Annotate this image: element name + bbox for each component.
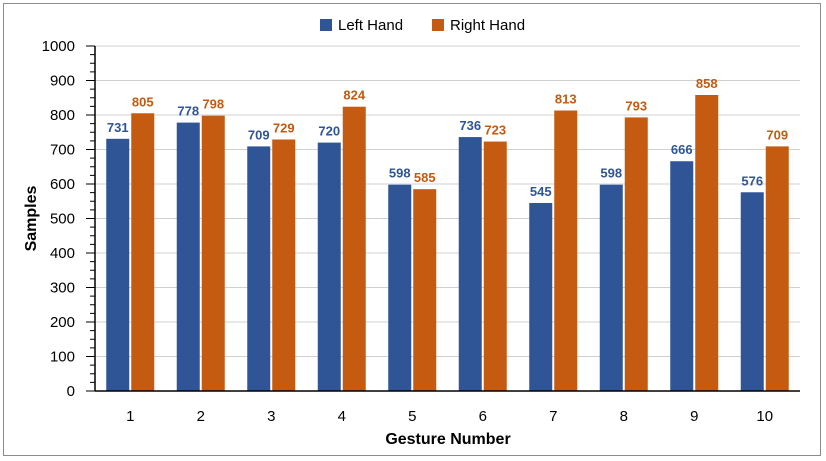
data-label: 576: [741, 173, 763, 188]
data-label: 709: [766, 127, 788, 142]
y-tick-label: 1000: [42, 38, 75, 55]
legend-label: Right Hand: [450, 17, 525, 34]
data-label: 731: [107, 120, 129, 135]
x-tick-label: 6: [479, 408, 487, 425]
data-label: 598: [389, 166, 411, 181]
x-axis-title: Gesture Number: [385, 431, 510, 448]
y-tick-label: 400: [50, 245, 75, 262]
legend-swatch: [432, 19, 444, 31]
bar-left-hand: [670, 161, 694, 391]
y-tick-label: 100: [50, 349, 75, 366]
y-tick-label: 200: [50, 314, 75, 331]
data-label: 813: [555, 92, 577, 107]
data-label: 545: [530, 184, 552, 199]
x-tick-label: 1: [126, 408, 134, 425]
bar-right-hand: [272, 139, 296, 391]
bar-right-hand: [624, 117, 648, 391]
bar-right-hand: [765, 146, 789, 391]
data-label: 729: [273, 120, 295, 135]
bar-left-hand: [740, 192, 764, 391]
data-label: 709: [248, 127, 270, 142]
y-tick-label: 600: [50, 176, 75, 193]
y-tick-label: 700: [50, 142, 75, 159]
x-tick-label: 8: [620, 408, 628, 425]
gridlines: [95, 45, 800, 357]
legend: Left Hand Right Hand: [320, 17, 525, 34]
bar-right-hand: [342, 106, 366, 391]
data-label: 824: [343, 88, 365, 103]
data-label: 778: [177, 104, 199, 119]
bar-left-hand: [106, 138, 130, 391]
y-tick-label: 900: [50, 73, 75, 90]
data-label: 798: [202, 97, 224, 112]
axes: 0 100 200 300 400 500 600 700 800 900 1000 1 2 3 4 5 6 7 8…: [42, 38, 800, 425]
x-tick-label: 7: [549, 408, 557, 425]
data-label: 585: [414, 170, 436, 185]
y-axis-title: Samples: [23, 185, 40, 251]
y-tick-label: 300: [50, 280, 75, 297]
x-tick-label: 9: [690, 408, 698, 425]
bar-left-hand: [176, 122, 200, 391]
x-tick-label: 2: [197, 408, 205, 425]
x-tick-label: 3: [267, 408, 275, 425]
bar-right-hand: [554, 110, 578, 391]
bar-left-hand: [529, 202, 553, 391]
data-label: 598: [600, 166, 622, 181]
x-tick-label: 10: [756, 408, 773, 425]
data-label: 666: [671, 142, 693, 157]
data-label: 736: [459, 118, 481, 133]
bar-left-hand: [247, 146, 271, 391]
bar-left-hand: [458, 137, 482, 391]
x-tick-label: 5: [408, 408, 416, 425]
bar-left-hand: [317, 142, 341, 391]
bar-right-hand: [695, 94, 719, 392]
legend-swatch: [320, 19, 332, 31]
data-label: 720: [318, 124, 340, 139]
y-tick-label: 0: [67, 383, 75, 400]
x-tick-label: 4: [338, 408, 346, 425]
bars: [106, 94, 789, 392]
bar-right-hand: [413, 189, 437, 391]
y-tick-label: 500: [50, 211, 75, 228]
data-label: 793: [625, 98, 647, 113]
data-label: 805: [132, 94, 154, 109]
data-label: 858: [696, 76, 718, 91]
bar-right-hand: [201, 115, 225, 391]
bar-right-hand: [483, 141, 507, 391]
bar-left-hand: [599, 184, 623, 391]
data-label: 723: [484, 123, 506, 138]
bar-right-hand: [131, 113, 155, 392]
bar-left-hand: [388, 184, 412, 391]
y-tick-label: 800: [50, 107, 75, 124]
legend-label: Left Hand: [338, 17, 403, 34]
